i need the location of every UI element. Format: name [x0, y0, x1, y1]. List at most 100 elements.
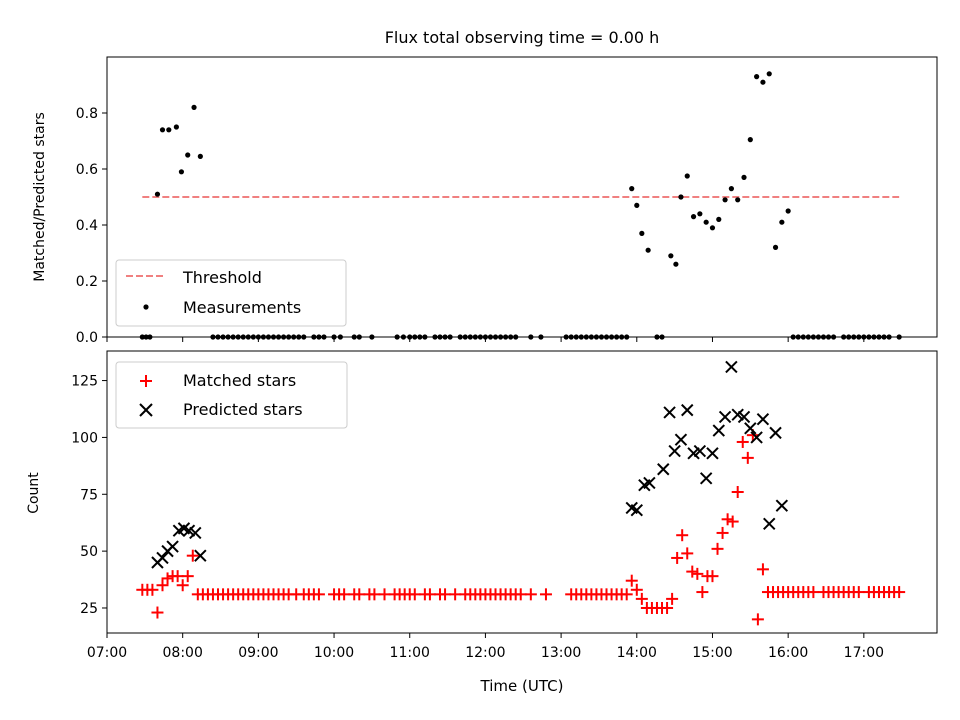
matched-star-point — [716, 526, 729, 539]
svg-text:0.8: 0.8 — [76, 106, 98, 122]
measurement-point — [629, 186, 635, 192]
top-y-tick: 0.0 — [76, 330, 107, 346]
bottom-y-tick: 25 — [80, 601, 107, 617]
matched-star-point — [151, 606, 164, 619]
predicted-star-point — [657, 463, 670, 476]
bottom-x-tick: 08:00 — [163, 633, 203, 661]
svg-text:14:00: 14:00 — [617, 645, 657, 661]
legend-matched-label: Matched stars — [183, 371, 296, 390]
top-y-tick: 0.6 — [76, 162, 107, 178]
legend-predicted-label: Predicted stars — [183, 400, 303, 419]
svg-text:0.2: 0.2 — [76, 274, 98, 290]
matched-star-point — [671, 551, 684, 564]
matched-star-point — [181, 570, 194, 583]
svg-text:09:00: 09:00 — [238, 645, 278, 661]
legend-measurements-swatch — [143, 304, 149, 310]
bottom-y-tick: 50 — [80, 544, 107, 560]
svg-text:0.6: 0.6 — [76, 162, 98, 178]
matched-star-point — [338, 588, 351, 601]
bottom-x-tick: 13:00 — [541, 633, 581, 661]
measurement-point — [191, 104, 197, 110]
matched-star-point — [661, 601, 674, 614]
measurement-point — [178, 169, 185, 175]
predicted-star-point — [769, 426, 782, 440]
matched-star-point — [721, 513, 734, 526]
measurement-point — [754, 74, 760, 80]
matched-star-point — [156, 579, 169, 592]
bottom-x-ticks: 07:00 08:00 09:00 10:00 11:00 12:00 13:00 14:00… — [87, 633, 884, 661]
svg-text:125: 125 — [71, 374, 98, 390]
measurement-point — [678, 194, 684, 200]
predicted-star-point — [718, 410, 732, 424]
top-y-tick: 0.8 — [76, 106, 107, 122]
measurement-point — [728, 186, 734, 192]
predicted-star-point — [630, 503, 643, 517]
bottom-axes-frame — [106, 350, 938, 634]
predicted-star-point — [744, 422, 757, 435]
measurement-point — [197, 153, 203, 159]
svg-text:11:00: 11:00 — [390, 645, 430, 661]
matched-star-point — [423, 588, 436, 601]
bottom-x-tick: 09:00 — [238, 633, 279, 661]
matched-star-point — [696, 586, 709, 599]
matched-star-point — [706, 570, 719, 583]
measurement-point — [185, 152, 191, 158]
matched-star-point — [312, 588, 325, 601]
top-legend: Threshold Measurements — [115, 259, 347, 327]
predicted-star-point — [737, 410, 751, 424]
svg-text:16:00: 16:00 — [768, 645, 808, 661]
matched-star-point — [666, 592, 679, 605]
top-legend-frame — [115, 259, 347, 327]
predicted-star-point — [693, 444, 707, 458]
svg-text:10:00: 10:00 — [314, 645, 354, 661]
matched-star-point — [524, 588, 537, 601]
measurement-point — [166, 127, 172, 133]
matched-star-point — [171, 570, 184, 583]
predicted-star-point — [775, 499, 789, 512]
measurement-point — [722, 197, 728, 203]
matched-star-point — [736, 435, 749, 448]
matched-star-point — [756, 563, 769, 576]
measurement-point — [634, 202, 640, 208]
chart-title: Flux total observing time = 0.00 h — [385, 28, 660, 47]
predicted-star-point — [663, 406, 676, 419]
matched-star-point — [807, 586, 820, 599]
legend-matched-swatch — [140, 375, 152, 387]
measurement-point — [703, 219, 709, 225]
matched-star-point — [630, 583, 643, 596]
predicted-star-point — [750, 431, 763, 444]
matched-star-point — [186, 549, 199, 562]
top-panel: 0.00.20.40.60.8 Matched/Predicted stars … — [32, 56, 938, 346]
top-y-tick: 0.2 — [76, 274, 107, 290]
svg-text:0.0: 0.0 — [76, 330, 98, 346]
matched-star-point — [378, 588, 391, 601]
bottom-marks — [136, 360, 906, 626]
predicted-star-point — [699, 472, 713, 485]
matched-star-point — [353, 588, 366, 601]
matched-star-point — [711, 542, 724, 555]
svg-text:50: 50 — [80, 544, 98, 560]
measurement-point — [772, 244, 779, 250]
matched-star-point — [176, 579, 189, 592]
matched-star-point — [676, 529, 689, 542]
measurement-point — [779, 219, 785, 225]
svg-text:17:00: 17:00 — [844, 645, 884, 661]
matched-star-point — [625, 574, 638, 587]
measurement-point — [766, 71, 772, 77]
matched-star-point — [161, 572, 174, 585]
matched-star-point — [439, 588, 452, 601]
matched-star-point — [408, 588, 421, 601]
bottom-y-tick: 75 — [80, 487, 107, 503]
matched-star-point — [686, 565, 699, 578]
bottom-legend-frame — [115, 361, 348, 429]
top-y-ticks: 0.0 0.2 0.4 0.6 0.8 — [76, 106, 107, 346]
bottom-x-tick: 12:00 — [465, 633, 506, 661]
measurement-point — [716, 216, 722, 222]
legend-measurements-label: Measurements — [183, 298, 301, 317]
predicted-star-point — [166, 540, 179, 553]
matched-star-point — [751, 613, 764, 626]
matched-star-point — [741, 451, 754, 464]
matched-star-point — [368, 588, 381, 601]
measurement-point — [645, 247, 651, 253]
measurement-point — [639, 230, 645, 236]
